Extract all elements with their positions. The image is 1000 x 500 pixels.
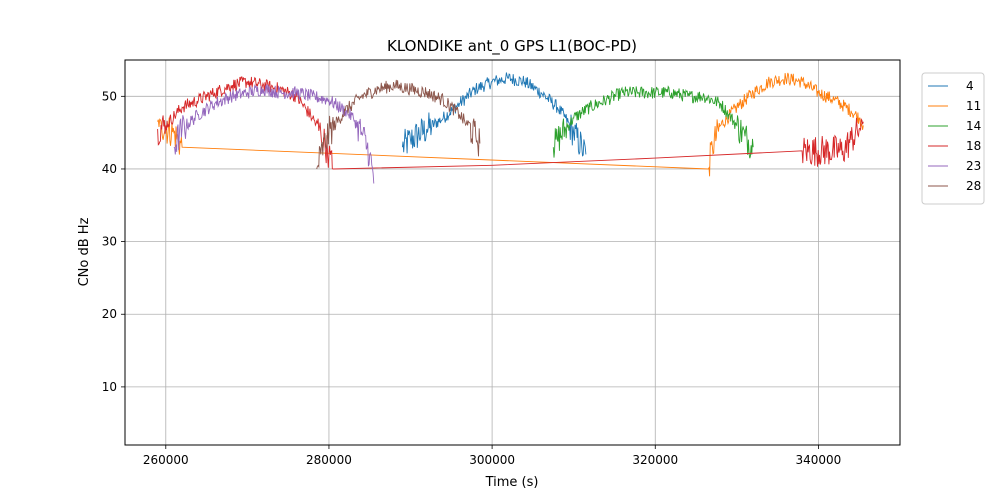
series-line-11	[157, 72, 864, 177]
plot-area	[125, 60, 900, 445]
series-line-18	[157, 76, 864, 170]
x-tick-label: 340000	[796, 453, 842, 467]
y-tick-label: 50	[102, 89, 117, 103]
legend: 4 11 14 18 23 28	[921, 72, 985, 205]
x-tick-label: 300000	[469, 453, 515, 467]
chart-title: KLONDIKE ant_0 GPS L1(BOC-PD)	[387, 37, 637, 56]
x-axis-label: Time (s)	[485, 475, 539, 490]
series-line-28	[316, 79, 481, 170]
y-tick-label: 10	[102, 380, 117, 394]
y-axis-label: CNo dB Hz	[77, 217, 92, 286]
series-line-4	[401, 72, 587, 157]
x-tick-label: 260000	[143, 453, 189, 467]
y-tick-label: 20	[102, 307, 117, 321]
plot-frame	[124, 59, 901, 446]
legend-label: 14	[966, 119, 981, 133]
legend-label: 11	[966, 99, 981, 113]
series-line-23	[173, 83, 375, 184]
x-tick-label: 320000	[632, 453, 678, 467]
legend-label: 23	[966, 159, 981, 173]
series-line-14	[552, 85, 754, 159]
x-axis-ticks: 260000 280000 300000 320000 340000	[143, 445, 841, 467]
y-tick-label: 40	[102, 162, 117, 176]
legend-label: 18	[966, 139, 981, 153]
y-axis-ticks: 10 20 30 40 50	[102, 89, 125, 394]
x-tick-label: 280000	[306, 453, 352, 467]
grid-lines	[125, 60, 900, 445]
legend-label: 4	[966, 79, 974, 93]
y-tick-label: 30	[102, 235, 117, 249]
series-layer	[157, 72, 864, 184]
legend-label: 28	[966, 179, 981, 193]
